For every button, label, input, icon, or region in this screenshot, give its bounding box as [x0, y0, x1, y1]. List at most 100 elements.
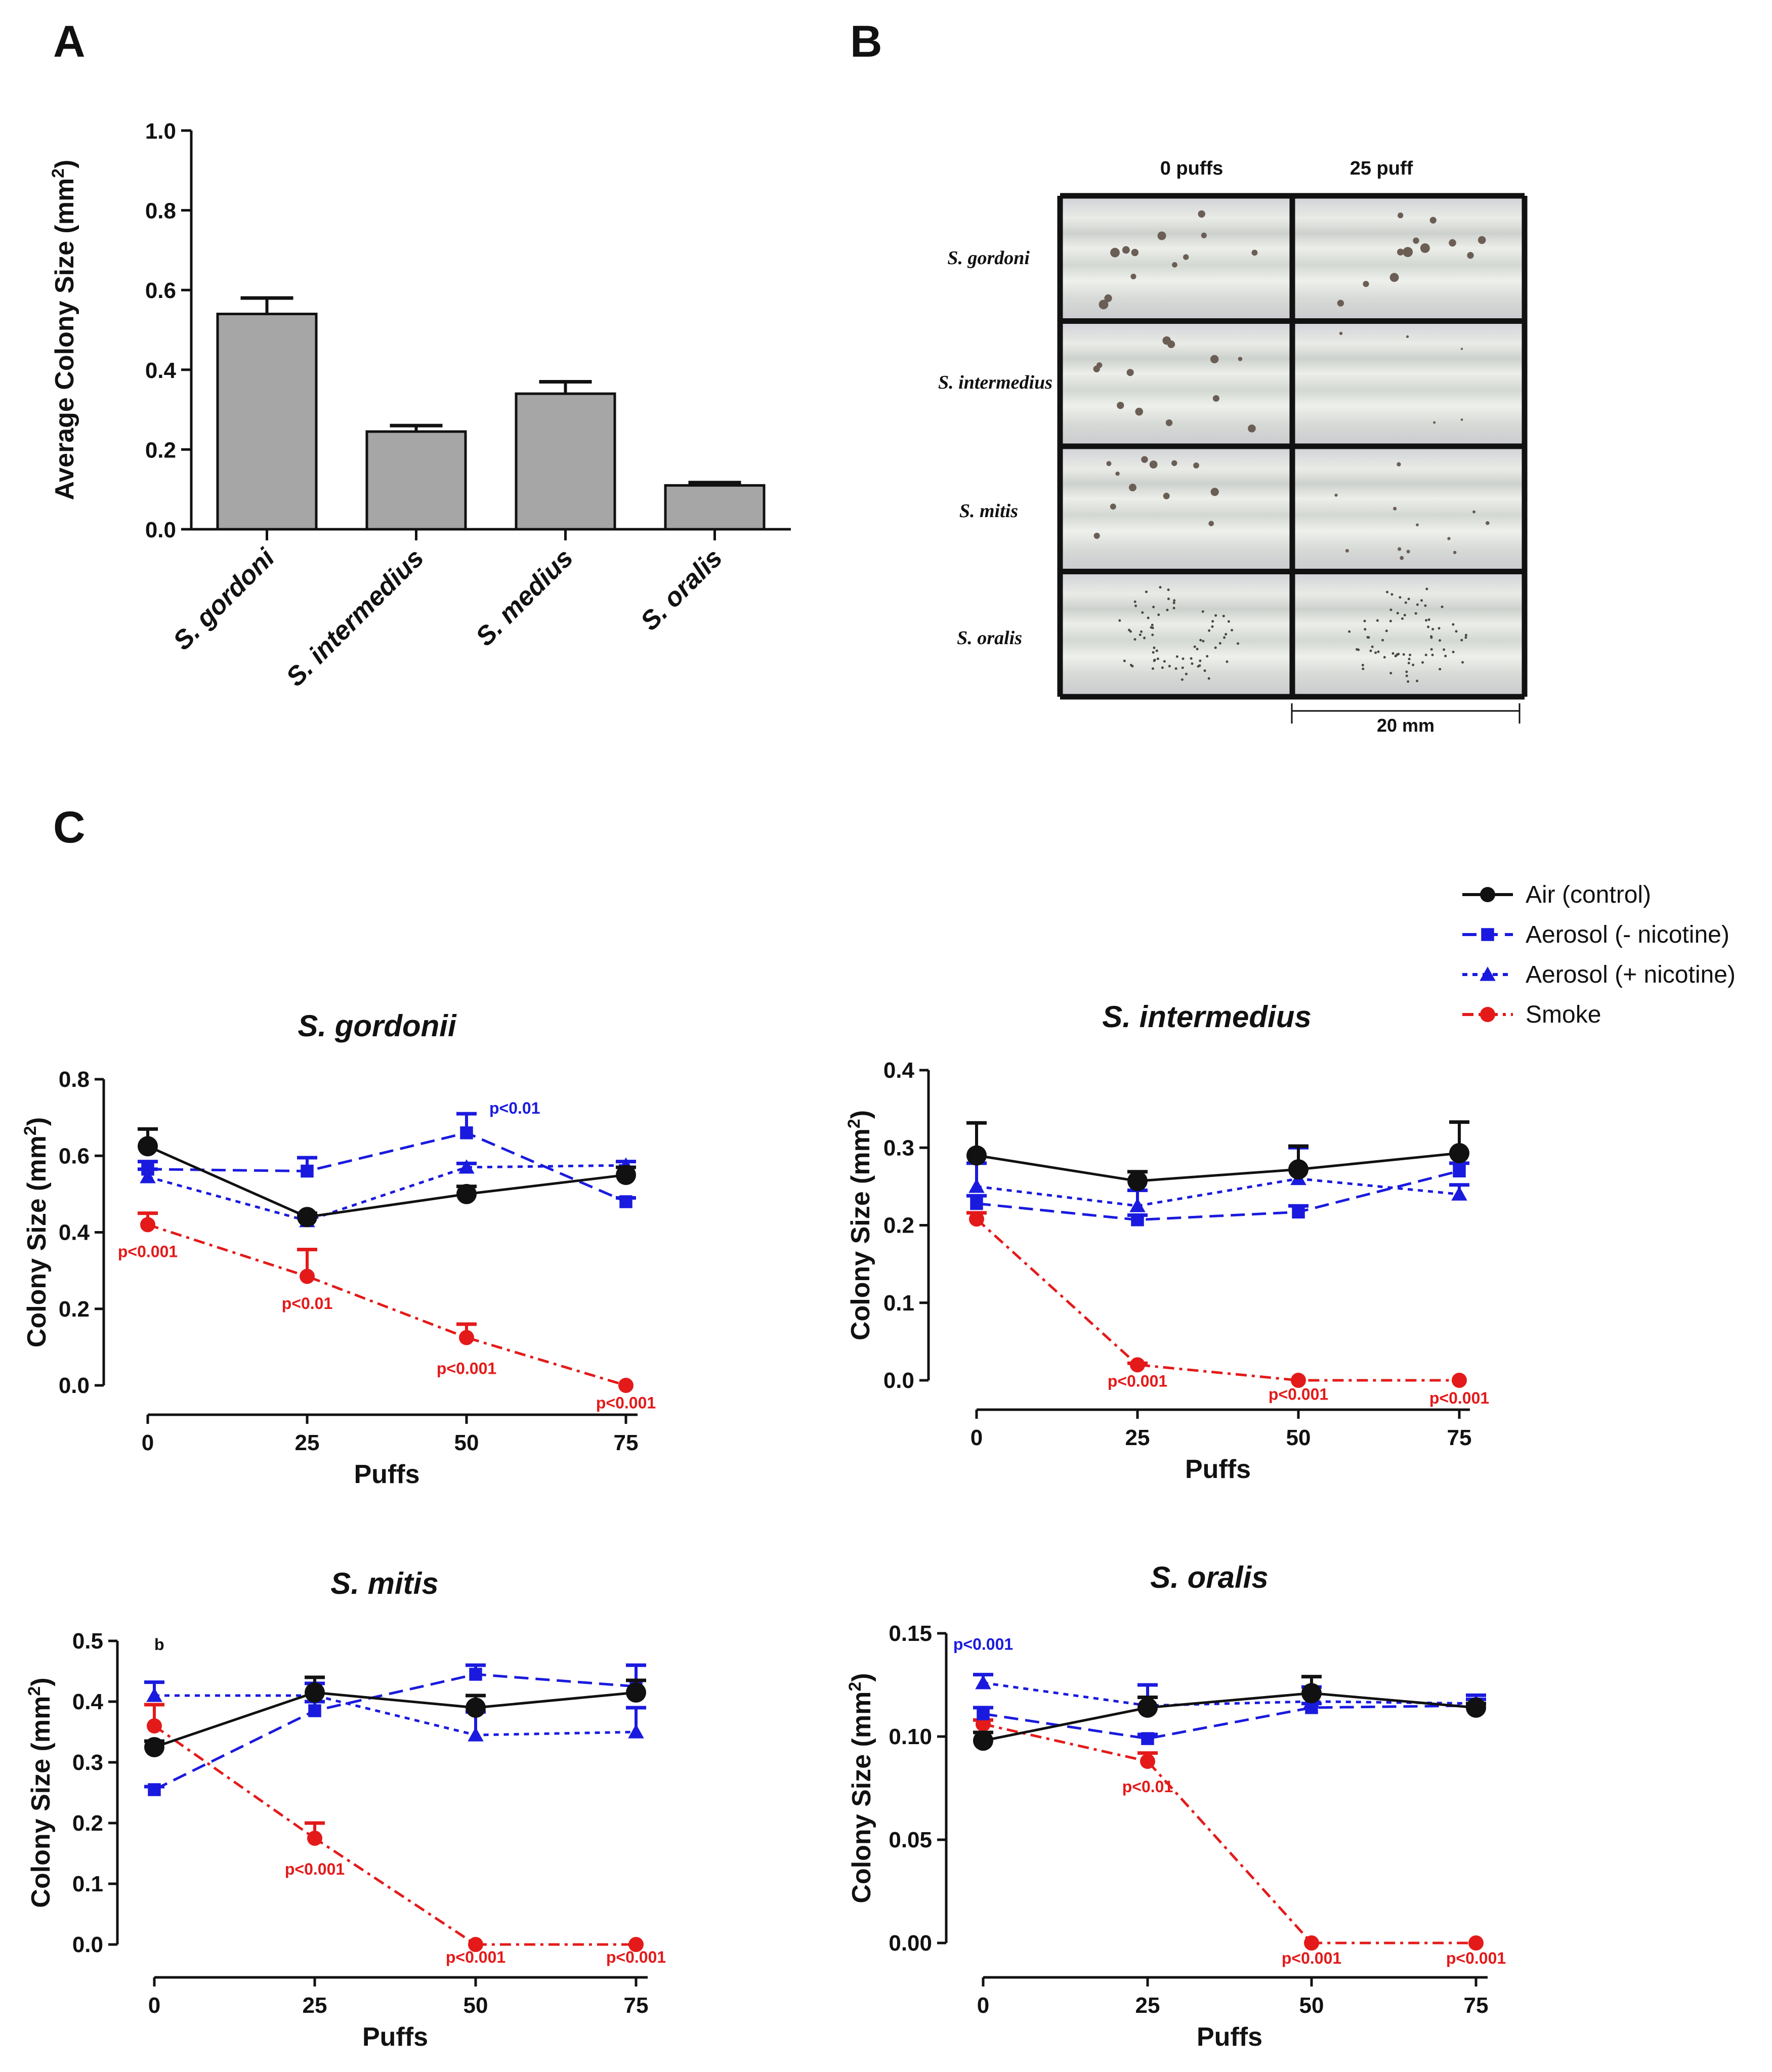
- legend-label-air-control: Air (control): [1526, 881, 1651, 908]
- colony-dot: [1389, 273, 1399, 282]
- colony-dot: [1251, 249, 1258, 256]
- x-tick-label: 50: [463, 1993, 488, 2018]
- series-line-aerosol-nicotine: [976, 1177, 1460, 1207]
- colony-dot: [1391, 652, 1395, 655]
- x-axis-title: Puffs: [354, 1460, 420, 1489]
- colony-dot: [1165, 419, 1173, 427]
- colony-dot: [1361, 663, 1364, 666]
- colony-dot: [1182, 657, 1185, 660]
- series-smoke: [144, 1703, 644, 1952]
- colony-dot: [1099, 300, 1109, 310]
- colony-dot: [1424, 653, 1427, 656]
- series-line-air-control: [976, 1152, 1460, 1182]
- colony-dot: [1199, 639, 1202, 642]
- y-tick-label: 0.10: [889, 1724, 932, 1749]
- y-axis-title: Colony Size (mm2): [21, 1117, 52, 1347]
- colony-dot: [1397, 653, 1400, 656]
- p-value-annotation: p<0.001: [1269, 1385, 1328, 1403]
- colony-dot: [1201, 232, 1207, 238]
- p-value-annotation: p<0.001: [1446, 1949, 1506, 1967]
- data-point-aerosol-nicotine: [619, 1195, 632, 1208]
- colony-dot: [1190, 657, 1193, 660]
- colony-dot: [1444, 655, 1447, 658]
- colony-dot: [1366, 636, 1369, 639]
- y-tick-label: 0.0: [145, 518, 176, 542]
- colony-dot: [1173, 599, 1176, 602]
- colony-dot: [1337, 300, 1344, 307]
- legend-label-smoke: Smoke: [1526, 1001, 1601, 1028]
- bar-s-intermedius: [365, 430, 467, 531]
- series-aerosol-nicotine: [144, 1680, 646, 1742]
- colony-dot: [1163, 492, 1170, 499]
- colony-dot: [1159, 586, 1162, 589]
- x-tick-label: 50: [1286, 1425, 1311, 1450]
- column-label-0-puffs: 0 puffs: [1160, 158, 1223, 179]
- colony-dot: [1421, 661, 1424, 664]
- colony-dot: [1369, 649, 1372, 652]
- series-smoke: [966, 1211, 1467, 1388]
- colony-dot: [1377, 650, 1380, 653]
- y-axis-title-superscript: 2: [846, 1682, 865, 1692]
- colony-dot: [1371, 645, 1374, 648]
- colony-dot: [1180, 678, 1184, 681]
- colony-dot: [1363, 281, 1369, 287]
- y-axis-title-end: ): [847, 1673, 876, 1681]
- colony-dot: [1201, 610, 1204, 613]
- colony-dot: [1222, 615, 1225, 618]
- colony-dot: [1383, 656, 1386, 659]
- colony-dot: [1150, 626, 1153, 629]
- colony-dot: [1398, 213, 1404, 219]
- data-point-aerosol-nicotine: [1305, 1701, 1318, 1714]
- y-tick-label: 0.2: [145, 438, 176, 462]
- y-tick-label: 0.0: [883, 1368, 914, 1393]
- colony-dot: [1427, 618, 1430, 621]
- colony-dot: [1478, 236, 1486, 244]
- plate-image-r3-c1: [1060, 446, 1292, 572]
- colony-dot: [1403, 247, 1413, 257]
- series-line-aerosol-nicotine: [153, 1673, 637, 1791]
- series-air-control: [966, 1120, 1469, 1192]
- y-tick-label: 0.2: [72, 1811, 103, 1836]
- colony-dot: [1211, 620, 1214, 623]
- data-point-aerosol-nicotine: [1141, 1732, 1154, 1745]
- colony-dot: [1405, 674, 1408, 678]
- colony-dot: [1408, 657, 1411, 660]
- colony-dot: [1110, 247, 1120, 258]
- data-point-aerosol-nicotine: [1129, 1198, 1146, 1212]
- colony-dot: [1157, 613, 1160, 616]
- colony-dot: [1214, 646, 1217, 649]
- colony-dot: [1117, 402, 1124, 409]
- colony-dot: [1191, 662, 1194, 665]
- data-point-air-control: [616, 1165, 636, 1186]
- data-point-smoke: [1291, 1373, 1306, 1388]
- colony-dot: [1404, 601, 1407, 604]
- x-axis-title: Puffs: [1185, 1455, 1251, 1484]
- colony-dot: [1122, 246, 1130, 254]
- p-value-annotation: p<0.001: [606, 1948, 666, 1966]
- y-tick-label: 0.4: [883, 1058, 915, 1083]
- colony-dot: [1402, 653, 1405, 656]
- data-point-smoke: [1140, 1753, 1155, 1769]
- data-point-aerosol-nicotine: [308, 1704, 321, 1717]
- colony-dot: [1181, 666, 1184, 669]
- colony-dot: [1364, 628, 1367, 631]
- colony-dot: [1218, 642, 1221, 645]
- colony-dot: [1429, 217, 1437, 224]
- colony-dot: [1414, 612, 1417, 615]
- colony-dot: [1406, 549, 1410, 554]
- data-point-smoke: [1452, 1373, 1467, 1388]
- x-tick-label: 75: [614, 1430, 639, 1455]
- data-point-smoke: [147, 1718, 162, 1733]
- colony-dot: [1374, 651, 1377, 654]
- y-axis-title-end: ): [22, 1117, 52, 1126]
- series-line-aerosol-nicotine: [976, 1169, 1460, 1221]
- colony-dot: [1460, 418, 1463, 421]
- series-line-aerosol-nicotine: [147, 1164, 626, 1222]
- chart-title: S. gordonii: [298, 1009, 457, 1043]
- data-point-aerosol-nicotine: [1131, 1213, 1144, 1227]
- y-axis-title-superscript: 2: [21, 1126, 40, 1135]
- panel-c-line-charts: S. gordonii 0.0 0.2 0.4 0.6 0.8 Colony Size (m…: [21, 1000, 1506, 2052]
- row-label-s-oralis: S. oralis: [957, 627, 1022, 649]
- colony-dot: [1131, 665, 1134, 668]
